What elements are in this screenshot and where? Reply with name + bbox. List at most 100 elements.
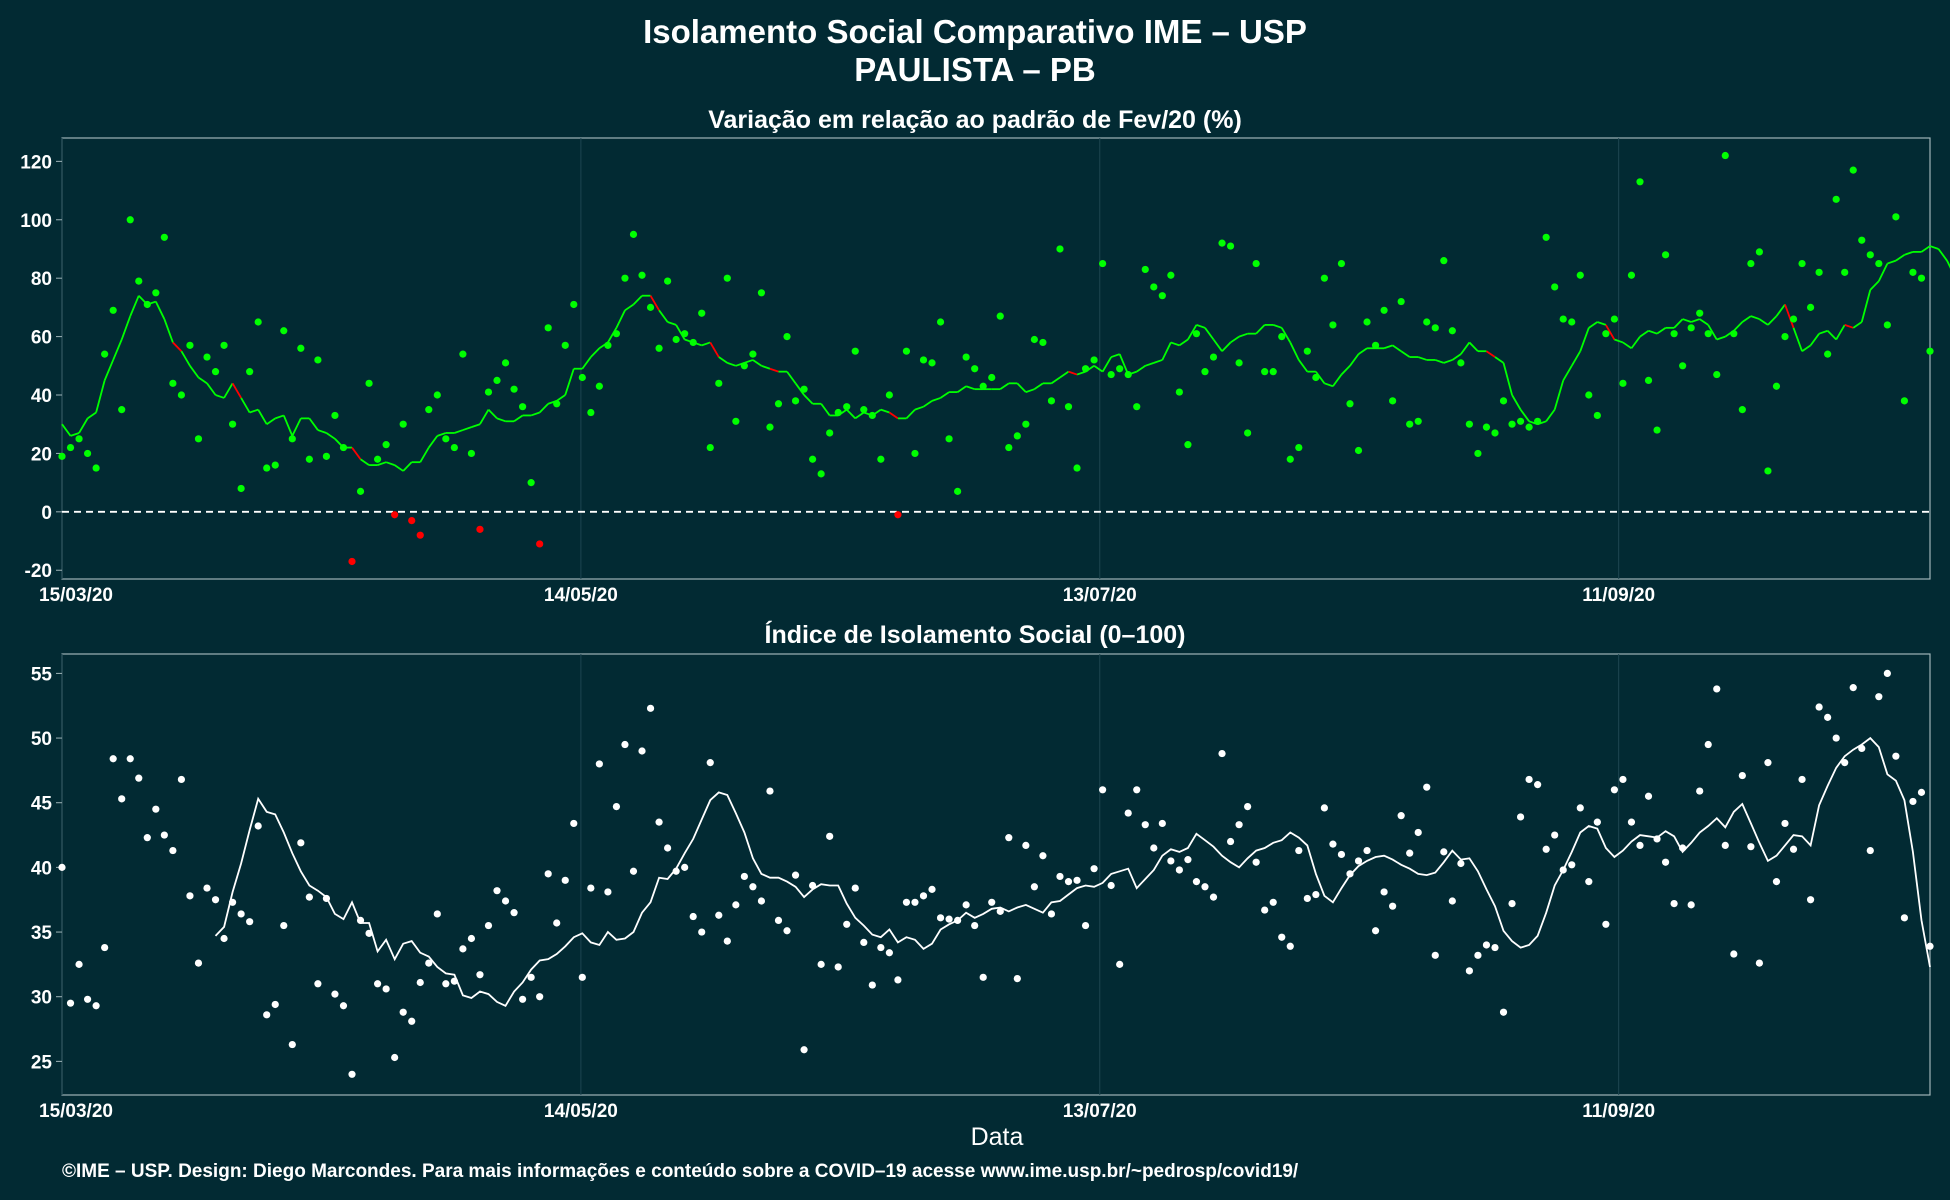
data-point	[246, 918, 254, 926]
data-point	[1150, 283, 1158, 291]
moving-average-segment	[1392, 344, 1402, 352]
data-point	[83, 995, 92, 1003]
data-point	[1244, 803, 1252, 811]
data-point	[1772, 382, 1781, 390]
main-title-line2: PAULISTA – PB	[854, 51, 1095, 88]
data-point	[1184, 856, 1192, 864]
data-point	[791, 397, 800, 405]
data-point	[484, 921, 493, 930]
data-point	[877, 943, 885, 952]
data-point	[288, 1040, 296, 1049]
data-point	[288, 435, 296, 443]
data-point	[476, 971, 484, 979]
data-point	[169, 846, 177, 855]
data-point	[877, 455, 885, 463]
data-point	[1653, 835, 1661, 843]
data-point	[1047, 910, 1056, 918]
data-point	[885, 949, 893, 957]
data-point	[834, 408, 842, 417]
moving-average-segment	[1485, 350, 1496, 358]
data-point	[1099, 786, 1107, 794]
moving-average-segment	[1502, 362, 1513, 396]
data-point	[1081, 921, 1090, 930]
data-point	[1371, 341, 1380, 349]
data-point	[971, 921, 979, 930]
moving-average-segment	[701, 341, 711, 347]
moving-average-segment	[1792, 327, 1803, 352]
moving-average-segment	[1451, 353, 1462, 361]
data-point	[177, 391, 186, 399]
data-point	[1866, 846, 1874, 855]
data-point	[894, 511, 902, 519]
moving-average-segment	[931, 397, 941, 402]
data-point	[1005, 443, 1013, 452]
data-point	[314, 356, 322, 364]
data-point	[885, 391, 893, 399]
data-point	[1073, 464, 1081, 472]
panel2-title: Índice de Isolamento Social (0–100)	[765, 620, 1186, 649]
moving-average-segment	[965, 385, 975, 391]
data-point	[698, 928, 706, 936]
data-point	[254, 318, 262, 326]
data-point	[689, 912, 697, 921]
data-point	[638, 271, 646, 279]
data-point	[501, 897, 510, 905]
moving-average-segment	[718, 356, 728, 364]
data-point	[1389, 397, 1397, 405]
moving-average-segment	[402, 461, 413, 472]
moving-average-segment	[1519, 409, 1530, 422]
y-tick-label: 30	[31, 988, 52, 1009]
moving-average-segment	[1826, 330, 1837, 341]
data-point	[1568, 861, 1576, 869]
data-point	[757, 289, 766, 297]
data-point	[1013, 432, 1021, 440]
data-point	[177, 775, 186, 784]
data-point	[1064, 403, 1073, 411]
moving-average-segment	[1059, 370, 1070, 379]
data-point	[527, 973, 535, 981]
data-point	[1235, 359, 1243, 367]
data-point	[1806, 896, 1815, 904]
data-point	[493, 376, 501, 385]
data-point	[1397, 812, 1405, 820]
data-point	[826, 832, 834, 840]
data-point	[1107, 370, 1115, 379]
moving-average-segment	[1358, 347, 1368, 355]
data-point	[561, 876, 569, 884]
data-point	[988, 898, 996, 906]
data-point	[152, 289, 160, 297]
data-point	[766, 787, 774, 795]
data-point	[1329, 321, 1337, 329]
moving-average-segment	[803, 394, 814, 405]
data-point	[1312, 373, 1320, 382]
data-point	[1909, 268, 1917, 276]
data-point	[391, 511, 399, 519]
data-point	[1022, 420, 1030, 428]
data-point	[1269, 368, 1277, 376]
data-point	[681, 863, 689, 871]
moving-average-segment	[1324, 382, 1334, 388]
moving-average-segment	[1230, 335, 1240, 344]
data-point	[1516, 813, 1525, 821]
moving-average-segment	[1690, 318, 1700, 323]
moving-average-line	[214, 736, 1931, 1007]
data-point	[1789, 845, 1798, 853]
data-point	[510, 909, 518, 917]
data-point	[1312, 890, 1320, 899]
data-point	[1858, 744, 1866, 753]
data-point	[1610, 786, 1619, 794]
data-point	[75, 435, 83, 443]
data-point	[570, 819, 578, 828]
data-point	[203, 884, 211, 892]
data-point	[109, 755, 117, 763]
data-point	[962, 901, 970, 909]
moving-average-segment	[1272, 324, 1283, 329]
data-point	[1047, 397, 1056, 405]
data-point	[911, 449, 919, 458]
data-point	[237, 910, 245, 918]
moving-average-segment	[120, 315, 132, 340]
data-point	[1568, 318, 1576, 326]
data-point	[1099, 259, 1107, 268]
data-point	[1320, 274, 1328, 282]
data-point	[450, 977, 458, 985]
